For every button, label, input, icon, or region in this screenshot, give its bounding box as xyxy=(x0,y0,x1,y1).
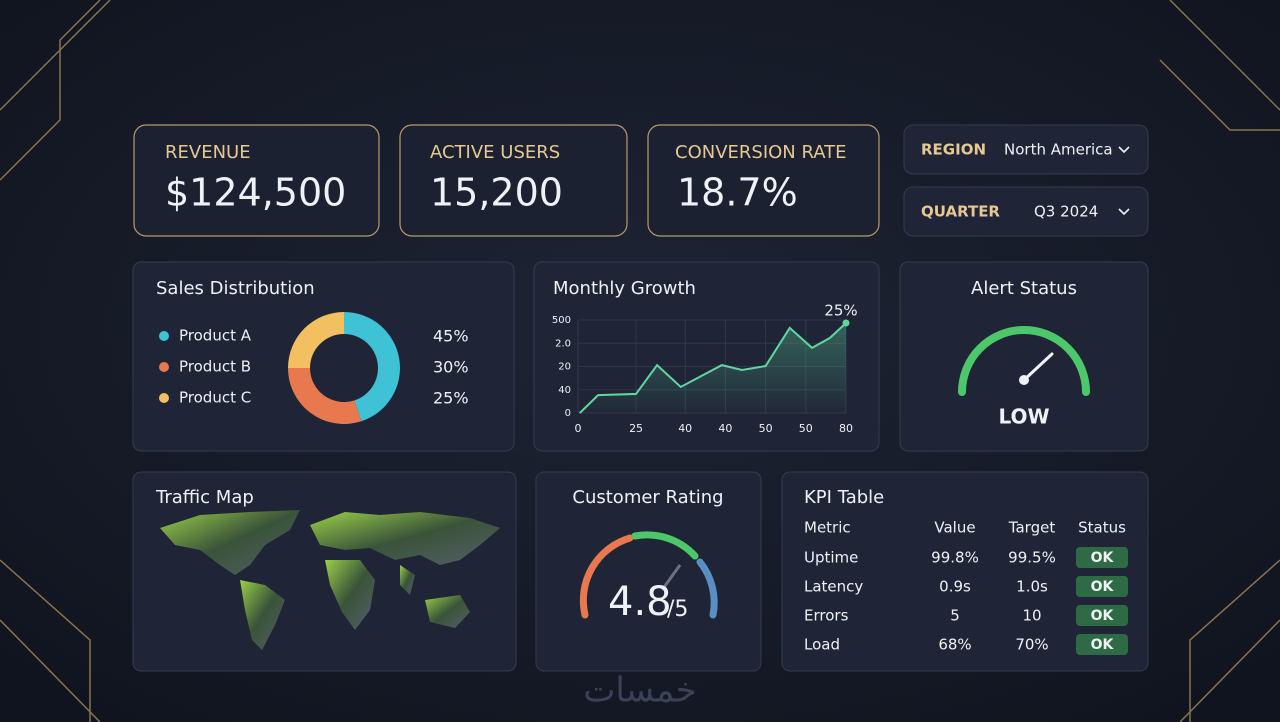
table-header: Value xyxy=(934,519,975,537)
table-cell: Errors xyxy=(804,607,849,625)
kpi-cards: REVENUE $124,500 ACTIVE USERS 15,200 CON… xyxy=(133,124,880,237)
gauge-pivot xyxy=(1019,375,1029,385)
filter-value: Q3 2024 xyxy=(1034,203,1098,221)
status-text: OK xyxy=(1091,637,1115,653)
table-cell: 0.9s xyxy=(939,578,971,596)
annotation: 25% xyxy=(824,302,857,320)
donut-segment xyxy=(344,312,400,422)
gauge-needle xyxy=(1022,352,1054,382)
status-badge xyxy=(1076,605,1128,626)
donut-segment xyxy=(288,368,362,424)
x-tick-label: 50 xyxy=(799,422,813,435)
legend-dot xyxy=(159,331,169,341)
x-tick-label: 0 xyxy=(575,422,582,435)
status-text: OK xyxy=(1091,550,1115,566)
filter-value: North America xyxy=(1004,141,1113,159)
y-tick-label: 2.0 xyxy=(555,338,571,349)
status-badge xyxy=(1076,634,1128,655)
region-dropdown[interactable] xyxy=(903,124,1149,175)
value-label: 45% xyxy=(433,327,469,346)
table-cell: 10 xyxy=(1022,607,1041,625)
value-label: 30% xyxy=(433,358,469,377)
x-tick-label: 25 xyxy=(629,422,643,435)
kpi-value: $124,500 xyxy=(165,171,346,215)
kpi-card xyxy=(399,124,628,237)
table-header: Target xyxy=(1008,519,1056,537)
panel-title: Alert Status xyxy=(971,278,1077,299)
x-tick-label: 50 xyxy=(759,422,773,435)
panel-title: Customer Rating xyxy=(572,487,723,508)
gauge-arc xyxy=(958,326,1090,396)
value-label: 25% xyxy=(433,389,469,408)
line-chart: 0 40 20 2.0 500 0 25 40 40 50 50 80 xyxy=(552,315,853,435)
gauge-needle xyxy=(660,564,682,591)
filter-label: QUARTER xyxy=(921,203,1000,221)
x-tick-label: 80 xyxy=(839,422,853,435)
y-tick-label: 0 xyxy=(565,408,571,419)
quarter-dropdown[interactable] xyxy=(903,186,1149,237)
status-text: OK xyxy=(1091,579,1115,595)
kpi-card xyxy=(133,124,380,237)
table-cell: 68% xyxy=(938,636,971,654)
status-text: OK xyxy=(1091,608,1115,624)
kpi-value: 15,200 xyxy=(430,171,563,215)
table-header: Status xyxy=(1078,519,1126,537)
donut-chart: Product A 45% Product B 30% Product C 25% xyxy=(159,312,469,424)
table-cell: 1.0s xyxy=(1016,578,1048,596)
status-badge xyxy=(1076,547,1128,568)
world-map xyxy=(160,510,500,650)
filter-label: REGION xyxy=(921,141,986,159)
table-cell: 99.5% xyxy=(1008,549,1056,567)
table-panel xyxy=(781,471,1149,672)
rating-panel xyxy=(535,471,762,672)
status-badge xyxy=(1076,576,1128,597)
alert-level: LOW xyxy=(998,405,1049,429)
end-point xyxy=(842,319,850,327)
table-cell: 99.8% xyxy=(931,549,979,567)
legend-dot xyxy=(159,362,169,372)
y-tick-label: 500 xyxy=(552,315,571,326)
table-cell: Latency xyxy=(804,578,863,596)
gauge-arc xyxy=(579,534,634,619)
table-cell: 70% xyxy=(1015,636,1048,654)
legend-label: Product B xyxy=(179,358,251,376)
x-tick-label: 40 xyxy=(678,422,692,435)
table-cell: Load xyxy=(804,636,840,654)
gauge-arc xyxy=(696,558,718,619)
legend-dot xyxy=(159,393,169,403)
kpi-value: 18.7% xyxy=(677,171,798,215)
donut-segment xyxy=(288,312,344,368)
alert-panel xyxy=(899,261,1149,452)
kpi-label: ACTIVE USERS xyxy=(430,142,560,163)
legend-label: Product A xyxy=(179,327,252,345)
kpi-label: CONVERSION RATE xyxy=(675,142,847,163)
rating-scale: /5 xyxy=(667,597,688,622)
table-cell: Uptime xyxy=(804,549,858,567)
line-series xyxy=(579,322,847,414)
y-tick-label: 40 xyxy=(558,385,571,396)
x-tick-label: 40 xyxy=(718,422,732,435)
panel-title: Traffic Map xyxy=(155,487,254,508)
panel-title: Monthly Growth xyxy=(553,278,696,299)
filters: REGION North America QUARTER Q3 2024 xyxy=(903,124,1149,237)
table-header: Metric xyxy=(804,519,851,537)
table-cell: 5 xyxy=(950,607,960,625)
y-tick-label: 20 xyxy=(558,362,571,373)
kpi-table: Metric Value Target Status Uptime 99.8% 99.5% O… xyxy=(804,519,1128,655)
kpi-card xyxy=(647,124,880,237)
chevron xyxy=(1118,208,1130,216)
rating-score: 4.8 xyxy=(608,579,672,625)
panel-title: Sales Distribution xyxy=(156,278,315,299)
sales-panel xyxy=(132,261,515,452)
watermark: خمسات xyxy=(583,671,696,711)
panel-title: KPI Table xyxy=(804,487,884,508)
chevron xyxy=(1118,146,1130,154)
kpi-label: REVENUE xyxy=(165,142,251,163)
legend-label: Product C xyxy=(179,389,251,407)
gauge-arc xyxy=(631,531,699,560)
